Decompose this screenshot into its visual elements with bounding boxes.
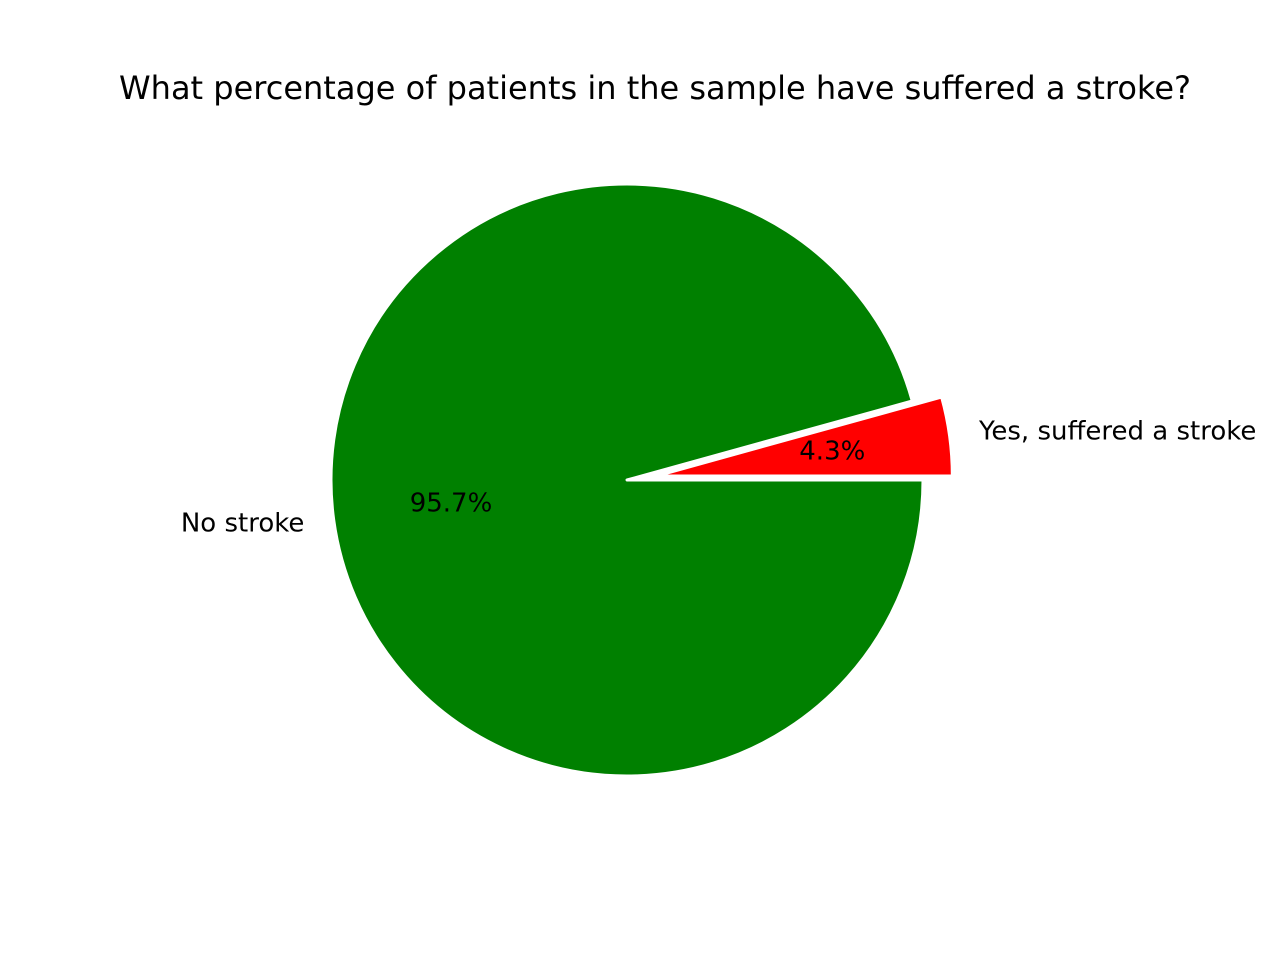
slice-label-0: No stroke — [181, 508, 305, 538]
pie-slice-1 — [654, 395, 954, 478]
slice-percent-label-1: 4.3% — [799, 437, 865, 467]
pie-slice-0 — [329, 182, 925, 778]
chart-title: What percentage of patients in the sampl… — [119, 69, 1191, 107]
pie-slices — [329, 182, 954, 778]
slice-percent-label-0: 95.7% — [410, 488, 493, 518]
pie-labels: No stroke 95.7% Yes, suffered a stroke 4.3% — [181, 417, 1257, 539]
slice-label-1: Yes, suffered a stroke — [978, 417, 1256, 447]
